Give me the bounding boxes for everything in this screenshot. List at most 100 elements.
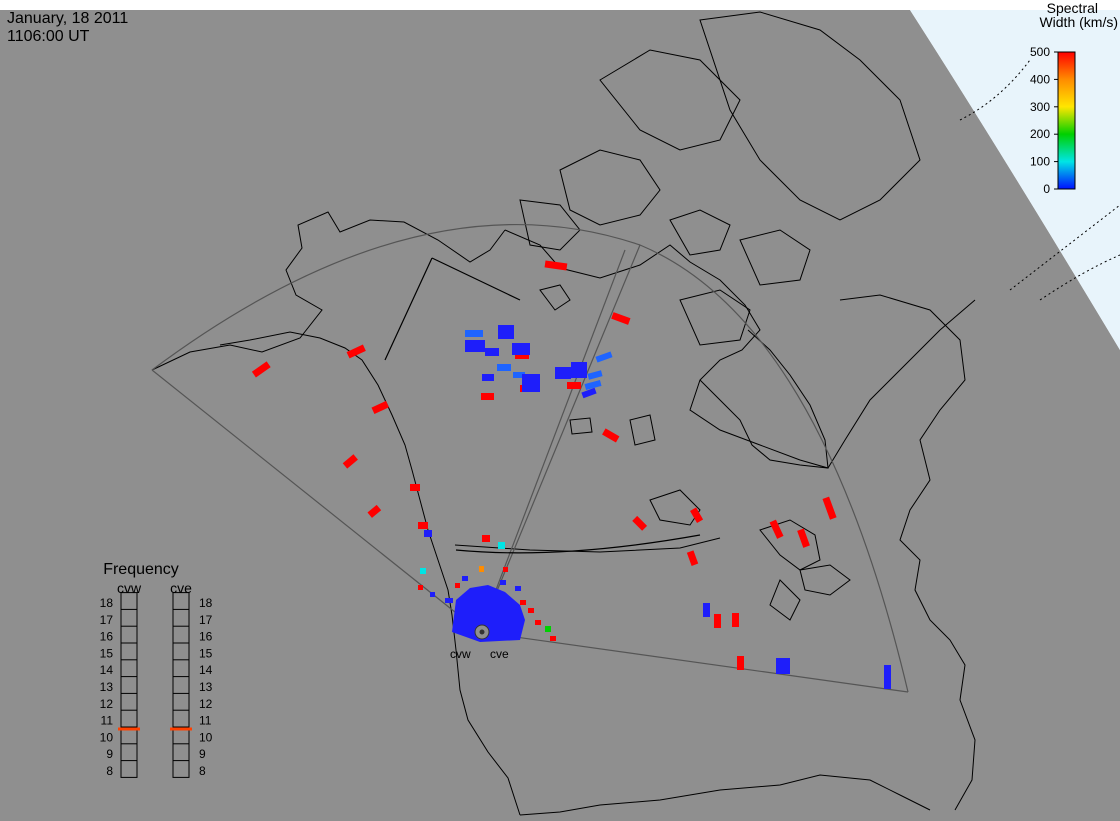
data-point (515, 586, 521, 591)
near-range-scatter (452, 585, 525, 642)
data-point (455, 583, 460, 588)
data-point (371, 400, 389, 415)
data-point (520, 600, 526, 605)
data-point (479, 566, 484, 572)
fov-west-edge (151, 369, 481, 633)
colorbar-ticks: 500 400 300 200 100 0 (1030, 45, 1058, 196)
frequency-tick-label: 8 (199, 764, 206, 778)
data-point (690, 507, 704, 524)
data-point (884, 665, 891, 689)
data-point (418, 522, 428, 529)
data-point (497, 364, 511, 371)
data-point (515, 352, 529, 359)
data-point (498, 325, 514, 339)
meridian-line (1009, 204, 1120, 291)
data-point (424, 530, 432, 537)
data-point (550, 636, 556, 641)
data-point (462, 576, 468, 581)
frequency-tick-label: 13 (199, 680, 213, 694)
data-point (367, 504, 382, 518)
data-point (535, 620, 541, 625)
frequency-tick-label: 9 (106, 747, 113, 761)
frequency-tick-label: 16 (199, 630, 213, 644)
frequency-column-box (172, 592, 190, 778)
data-point (602, 428, 620, 443)
data-point (567, 382, 581, 389)
coastlines (151, 11, 976, 816)
frequency-radar-cvw: cvw (117, 580, 142, 596)
frequency-tick-label: 10 (199, 730, 213, 744)
data-point (465, 340, 485, 352)
frequency-tick-label: 12 (199, 697, 213, 711)
data-point (481, 393, 494, 400)
data-point (732, 613, 739, 627)
frequency-tick-label: 12 (100, 697, 114, 711)
frequency-tick-label: 15 (100, 646, 114, 660)
data-point (737, 656, 744, 670)
data-point (555, 367, 571, 379)
date-label: January, 18 2011 (7, 10, 128, 27)
frequency-tick-label: 18 (100, 596, 114, 610)
frequency-tick-label: 14 (199, 663, 213, 677)
colorbar-title-line2: Width (km/s) (1039, 14, 1118, 30)
data-point (581, 387, 597, 399)
colorbar-tick-label: 300 (1030, 100, 1050, 114)
data-point (769, 519, 784, 539)
data-point (420, 568, 426, 574)
data-point (346, 344, 366, 359)
data-point (522, 374, 540, 392)
data-point (482, 535, 490, 542)
data-point (342, 454, 358, 469)
data-point (528, 608, 534, 613)
frequency-scale: 18 17 16 15 14 13 12 11 10 9 8 18 17 16 15 14 13 12 11 10 9 8 (100, 592, 213, 778)
latitude-circle (1039, 254, 1120, 301)
data-point (584, 380, 602, 390)
frequency-tick-label: 13 (100, 680, 114, 694)
radar-site-center (479, 629, 485, 635)
data-point (251, 361, 271, 378)
frequency-tick-label: 17 (199, 613, 213, 627)
data-point (632, 515, 648, 531)
frequency-tick-label: 18 (199, 596, 213, 610)
frequency-title: Frequency (103, 561, 179, 578)
data-point (410, 484, 420, 491)
frequency-radar-cve: cve (170, 580, 192, 596)
data-point (703, 603, 710, 617)
frequency-tick-label: 15 (199, 646, 213, 660)
frequency-tick-label: 17 (100, 613, 114, 627)
data-point (571, 362, 587, 378)
frequency-tick-label: 9 (199, 747, 206, 761)
frequency-tick-label: 11 (101, 714, 114, 728)
scatter-points (251, 260, 891, 689)
colorbar-gradient (1057, 51, 1076, 190)
frequency-tick-label: 16 (100, 630, 114, 644)
data-point (465, 330, 483, 337)
data-point (445, 598, 453, 603)
data-point (714, 614, 721, 628)
frequency-column-box (120, 592, 138, 778)
data-point (686, 550, 699, 566)
data-point (544, 260, 568, 271)
colorbar-tick-label: 100 (1030, 155, 1050, 169)
colorbar-tick-label: 400 (1030, 72, 1050, 86)
frequency-tick-label: 14 (100, 663, 114, 677)
data-point (776, 658, 790, 674)
data-point (512, 343, 530, 355)
data-point (498, 542, 505, 549)
colorbar: Spectral Width (km/s) 500 400 300 200 100 0 (1030, 0, 1118, 196)
data-point (595, 351, 613, 363)
latitude-circle (959, 59, 1031, 121)
data-point (611, 312, 631, 325)
frequency-tick-label: 8 (106, 764, 113, 778)
colorbar-tick-label: 200 (1030, 127, 1050, 141)
data-point (482, 374, 494, 381)
data-point (797, 528, 810, 548)
frequency-tick-label: 10 (100, 730, 114, 744)
time-label: 1106:00 UT (7, 28, 90, 45)
data-point (430, 592, 435, 597)
map-background (0, 10, 1120, 821)
frequency-panel: Frequency cvw cve 18 17 16 15 14 13 12 11 10 9 8 18… (100, 561, 213, 778)
radar-label-cvw: cvw (450, 647, 471, 661)
